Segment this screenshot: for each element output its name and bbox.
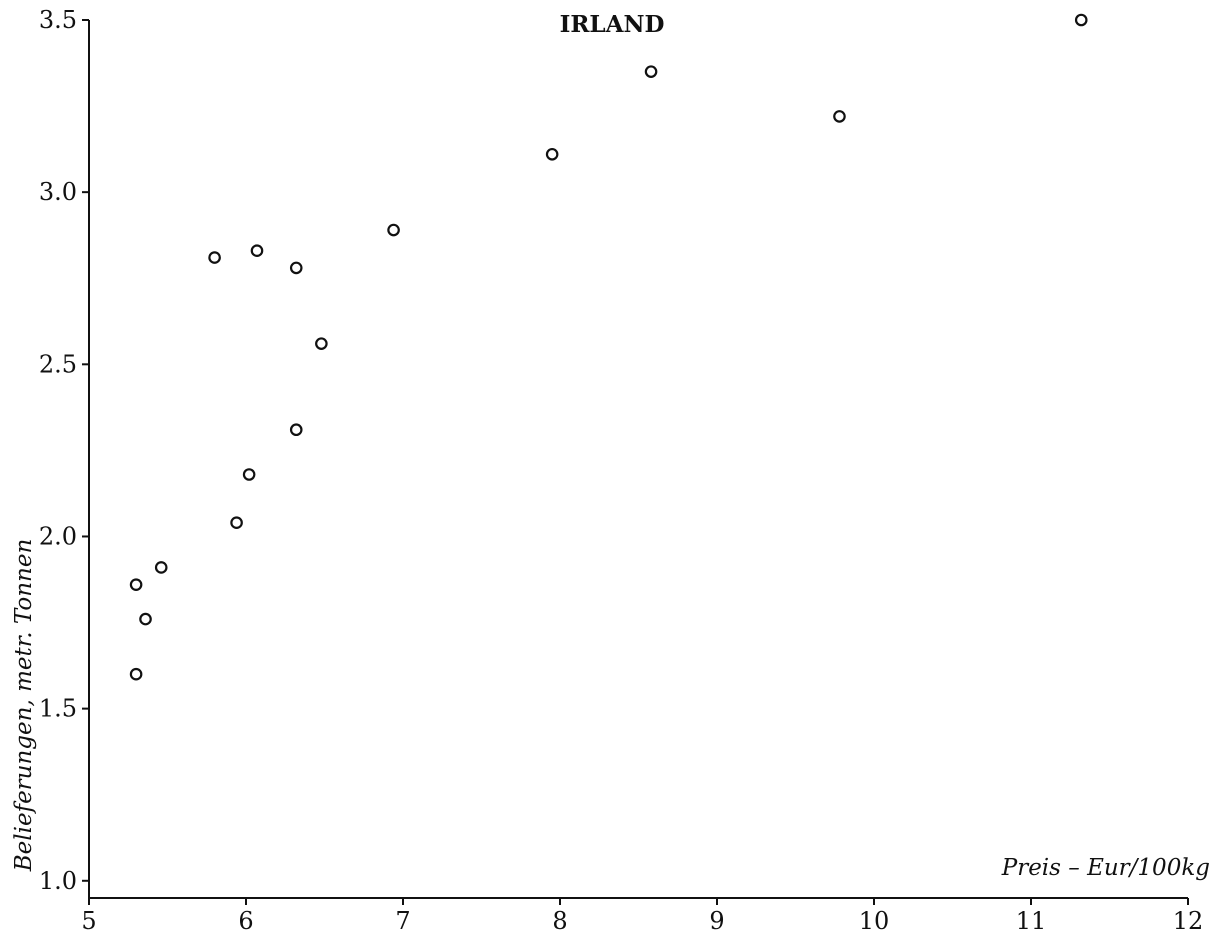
data-point [250, 244, 264, 257]
data-point [129, 578, 143, 591]
y-tick-label: 1.5 [39, 695, 77, 723]
data-point [315, 337, 328, 350]
x-tick-label: 9 [709, 907, 724, 933]
data-point [139, 612, 152, 626]
data-points [129, 13, 1088, 681]
y-tick-label: 2.5 [39, 350, 77, 378]
chart-title: IRLAND [560, 11, 665, 38]
data-point [1074, 13, 1088, 27]
data-point [387, 223, 400, 237]
data-point [242, 468, 256, 481]
data-point [833, 110, 846, 123]
x-tick-label: 7 [395, 907, 410, 933]
data-point [129, 667, 143, 681]
x-tick-label: 11 [1016, 907, 1047, 933]
y-tick-label: 3.0 [39, 178, 77, 206]
x-tick-label: 5 [81, 907, 96, 933]
y-axis-ticks: 1.0 1.5 2.0 2.5 3.0 3.5 [39, 6, 89, 895]
axes [88, 20, 1188, 899]
x-tick-label: 12 [1173, 907, 1204, 933]
data-point [230, 516, 243, 529]
y-axis-label: Belieferungen, metr. Tonnen [11, 539, 37, 873]
data-point [289, 261, 303, 275]
data-point [154, 561, 168, 574]
data-point [545, 147, 559, 161]
data-point [289, 423, 303, 437]
x-axis-ticks: 5 6 7 8 9 10 11 12 [81, 898, 1204, 935]
data-point [644, 65, 658, 78]
data-point [208, 251, 221, 264]
x-tick-label: 10 [859, 907, 890, 933]
y-tick-label: 1.0 [39, 867, 77, 895]
x-tick-label: 8 [552, 907, 567, 933]
x-axis-label: Preis – Eur/100kg [1001, 855, 1210, 881]
x-tick-label: 6 [238, 907, 253, 933]
y-tick-label: 2.0 [39, 522, 77, 550]
y-tick-label: 3.5 [39, 6, 77, 34]
